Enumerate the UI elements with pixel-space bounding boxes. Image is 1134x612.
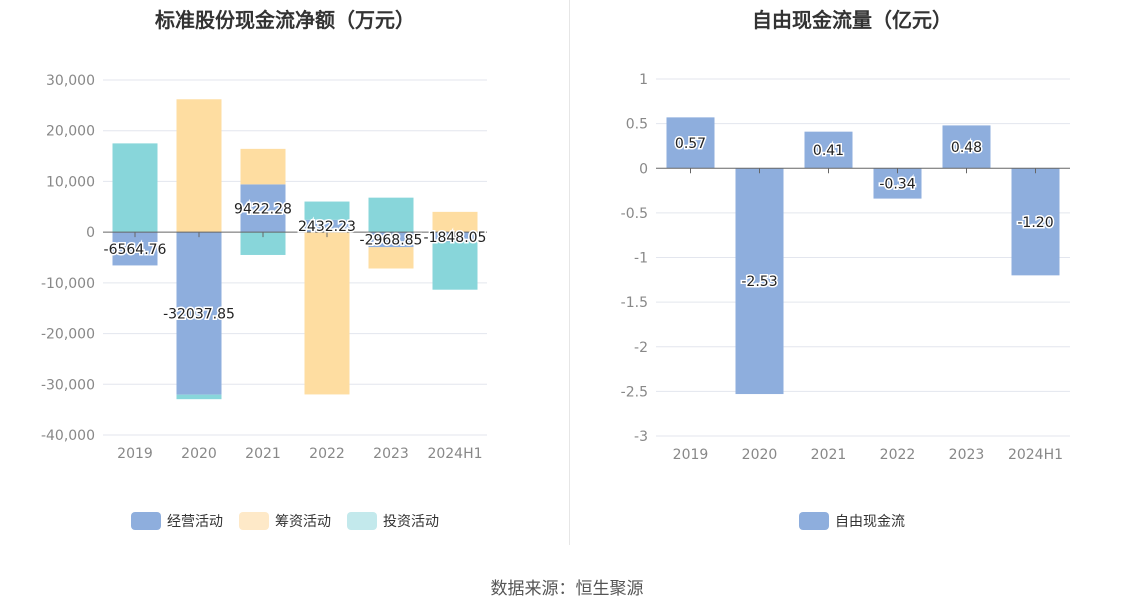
y-tick-label: -30,000 <box>41 377 95 393</box>
legend-item-financing[interactable]: 筹资活动 <box>239 511 331 531</box>
bar-investing <box>240 232 286 255</box>
y-tick-label: 0 <box>639 161 648 177</box>
bar-financing <box>368 247 414 269</box>
bar-free-cash-flow <box>873 168 922 199</box>
bar-free-cash-flow <box>666 117 715 169</box>
data-label: -6564.76 <box>104 242 167 258</box>
left-chart-panel: 标准股份现金流净额（万元） 30,000 20,000 10,000 0 -10,000… <box>0 0 570 545</box>
data-label: 0.57 <box>675 136 706 152</box>
legend-label-investing: 投资活动 <box>383 514 439 530</box>
right-legend: 自由现金流 <box>570 511 1134 531</box>
bar-free-cash-flow <box>804 131 853 169</box>
data-label: 2432.23 <box>298 219 356 235</box>
bar-financing <box>432 211 478 233</box>
legend-swatch-financing <box>239 512 269 530</box>
panel-divider <box>569 0 570 545</box>
x-tick-label: 2021 <box>811 447 847 463</box>
x-tick-label: 2024H1 <box>1008 447 1063 463</box>
y-tick-label: -10,000 <box>41 276 95 292</box>
legend-swatch-operating <box>131 512 161 530</box>
y-tick-label: 10,000 <box>46 174 95 190</box>
right-chart-title: 自由现金流量（亿元） <box>752 8 952 32</box>
x-tick-label: 2022 <box>880 447 916 463</box>
data-source-note: 数据来源：恒生聚源 <box>490 579 644 599</box>
data-label: -2968.85 <box>360 233 423 249</box>
y-tick-label: 0.5 <box>626 117 648 133</box>
legend-item-free-cash-flow[interactable]: 自由现金流 <box>799 511 905 531</box>
y-tick-label: -20,000 <box>41 327 95 343</box>
y-tick-label: 30,000 <box>46 73 95 89</box>
bar-investing <box>368 197 414 233</box>
bar-financing <box>304 232 350 395</box>
legend-item-operating[interactable]: 经营活动 <box>131 511 223 531</box>
left-chart-title: 标准股份现金流净额（万元） <box>155 8 415 32</box>
bar-free-cash-flow <box>735 168 784 395</box>
data-label: -1848.05 <box>424 230 487 246</box>
x-tick-label: 2023 <box>373 446 409 462</box>
bar-free-cash-flow <box>942 125 991 169</box>
bar-financing <box>176 99 222 233</box>
x-tick-label: 2020 <box>742 447 778 463</box>
x-tick-label: 2019 <box>117 446 153 462</box>
y-tick-label: 20,000 <box>46 124 95 140</box>
legend-swatch-free-cash-flow <box>799 512 829 530</box>
x-tick-label: 2023 <box>949 447 985 463</box>
legend-label-free-cash-flow: 自由现金流 <box>835 514 905 530</box>
y-tick-label: -1 <box>634 251 648 267</box>
bar-operating <box>240 184 286 233</box>
y-tick-label: -0.5 <box>621 206 648 222</box>
y-tick-label: 0 <box>86 225 95 241</box>
x-tick-label: 2019 <box>673 447 709 463</box>
right-chart-svg: 1 0.5 0 -0.5 -1 -1.5 -2 -2.5 -3 2019 2020 2021 2022 2… <box>621 72 1070 463</box>
bar-financing <box>240 148 286 185</box>
legend-label-financing: 筹资活动 <box>275 514 331 530</box>
bar-operating <box>304 219 350 233</box>
legend-swatch-investing <box>347 512 377 530</box>
bar-investing <box>304 201 350 220</box>
y-tick-label: -1.5 <box>621 295 648 311</box>
x-tick-label: 2022 <box>309 446 345 462</box>
legend-label-operating: 经营活动 <box>167 514 223 530</box>
left-chart-svg: 30,000 20,000 10,000 0 -10,000 -20,000 -30,000… <box>41 73 488 462</box>
data-label: -0.34 <box>879 176 915 192</box>
left-legend: 经营活动 筹资活动 投资活动 <box>0 511 570 531</box>
legend-item-investing[interactable]: 投资活动 <box>347 511 439 531</box>
data-label: 0.48 <box>951 140 982 156</box>
data-label: 9422.28 <box>234 201 292 217</box>
bar-investing <box>432 241 478 290</box>
y-tick-label: -3 <box>634 429 648 445</box>
right-chart-panel: 自由现金流量（亿元） 1 0.5 0 -0.5 -1 -1.5 -2 -2.5 -3 2019 20… <box>570 0 1134 545</box>
x-tick-label: 2021 <box>245 446 281 462</box>
y-tick-label: -2.5 <box>621 384 648 400</box>
bar-investing <box>112 143 158 233</box>
data-label: -1.20 <box>1017 215 1053 231</box>
data-label: 0.41 <box>813 143 844 159</box>
x-tick-label: 2024H1 <box>427 446 482 462</box>
x-tick-label: 2020 <box>181 446 217 462</box>
bar-free-cash-flow <box>1011 168 1060 276</box>
bar-operating <box>112 232 158 266</box>
data-label: -2.53 <box>741 274 777 290</box>
bar-investing <box>176 394 222 400</box>
bar-operating <box>368 232 414 248</box>
y-tick-label: -2 <box>634 340 648 356</box>
bar-operating <box>176 232 222 395</box>
y-tick-label: 1 <box>639 72 648 88</box>
data-label: -32037.85 <box>163 306 235 322</box>
y-tick-label: -40,000 <box>41 428 95 444</box>
